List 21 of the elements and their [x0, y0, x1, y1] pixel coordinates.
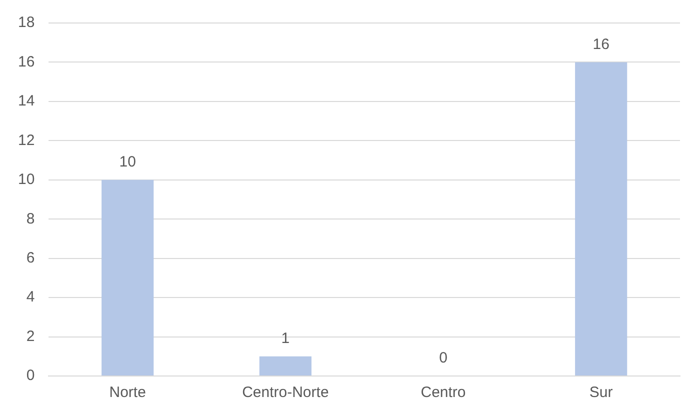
y-tick-label: 18	[18, 14, 35, 32]
x-tick-label: Sur	[589, 384, 613, 402]
y-tick-label: 6	[26, 249, 35, 266]
y-tick-label: 16	[18, 53, 35, 70]
data-label: 16	[592, 36, 610, 53]
x-tick-label: Centro-Norte	[242, 384, 329, 402]
data-label: 1	[281, 330, 290, 348]
x-tick-label: Centro	[420, 384, 466, 402]
y-tick-label: 8	[26, 210, 35, 228]
y-tick-label: 4	[26, 288, 35, 306]
y-tick-label: 14	[18, 92, 35, 110]
y-tick-label: 0	[26, 367, 35, 384]
bar	[259, 356, 312, 376]
data-label: 10	[119, 154, 136, 171]
bar	[102, 180, 154, 376]
y-tick-label: 12	[18, 132, 35, 149]
data-label: 0	[439, 350, 448, 367]
x-tick-label: Norte	[109, 384, 146, 402]
y-tick-label: 2	[26, 328, 35, 345]
y-tick-label: 10	[18, 171, 35, 188]
bar	[575, 62, 628, 376]
